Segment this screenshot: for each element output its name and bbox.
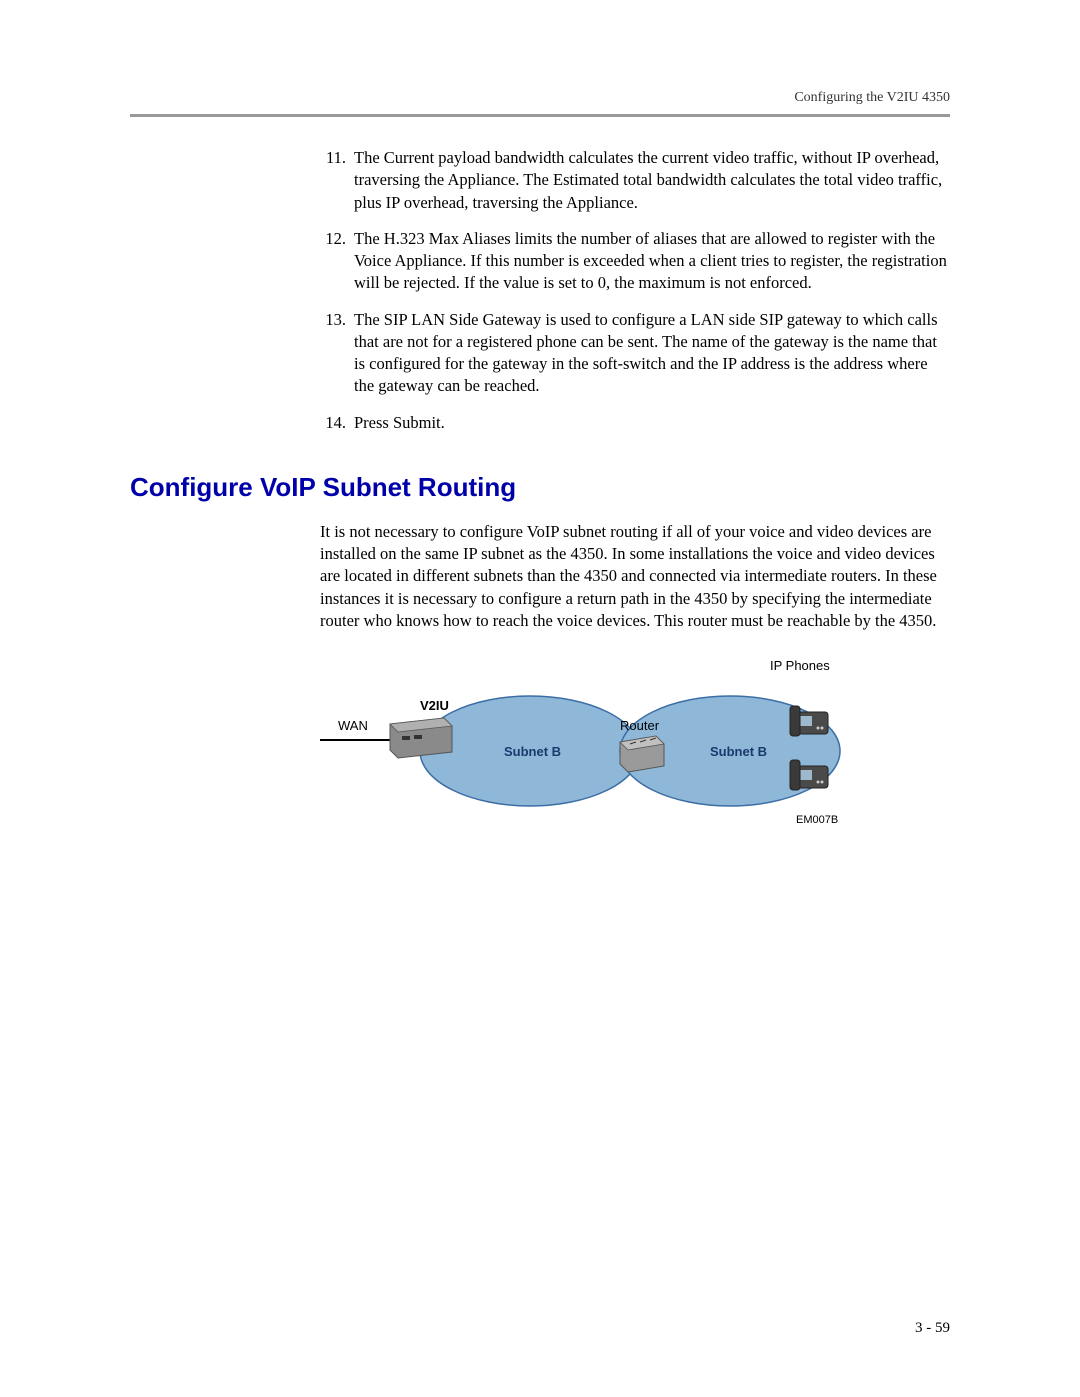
router-label: Router (620, 718, 659, 733)
wan-label: WAN (338, 718, 368, 733)
list-text: The H.323 Max Aliases limits the number … (354, 228, 950, 295)
section-paragraph: It is not necessary to configure VoIP su… (320, 521, 950, 632)
figure-id-label: EM007B (796, 814, 838, 826)
header-rule (130, 114, 950, 117)
list-number: 12. (320, 228, 354, 295)
list-number: 14. (320, 412, 354, 434)
numbered-list: 11. The Current payload bandwidth calcul… (320, 147, 950, 434)
ip-phone-icon (790, 706, 828, 736)
list-text: The SIP LAN Side Gateway is used to conf… (354, 309, 950, 398)
ip-phones-label: IP Phones (770, 658, 830, 673)
list-item: 14. Press Submit. (320, 412, 950, 434)
list-number: 11. (320, 147, 354, 214)
list-number: 13. (320, 309, 354, 398)
running-title: Configuring the V2IU 4350 (794, 90, 950, 105)
router-device-icon (620, 736, 664, 772)
list-item: 13. The SIP LAN Side Gateway is used to … (320, 309, 950, 398)
list-item: 12. The H.323 Max Aliases limits the num… (320, 228, 950, 295)
section-heading: Configure VoIP Subnet Routing (130, 472, 950, 503)
list-item: 11. The Current payload bandwidth calcul… (320, 147, 950, 214)
v2iu-label: V2IU (420, 698, 449, 713)
subnet-label: Subnet B (504, 744, 561, 759)
subnet-label: Subnet B (710, 744, 767, 759)
page-number: 3 - 59 (915, 1320, 950, 1337)
v2iu-device-icon (390, 718, 452, 758)
running-header: Configuring the V2IU 4350 (130, 90, 950, 106)
diagram-svg (320, 656, 860, 836)
list-text: The Current payload bandwidth calculates… (354, 147, 950, 214)
document-page: Configuring the V2IU 4350 11. The Curren… (0, 0, 1080, 1397)
list-text: Press Submit. (354, 412, 950, 434)
network-diagram: IP Phones V2IU Router WAN Subnet B Subne… (320, 656, 860, 836)
